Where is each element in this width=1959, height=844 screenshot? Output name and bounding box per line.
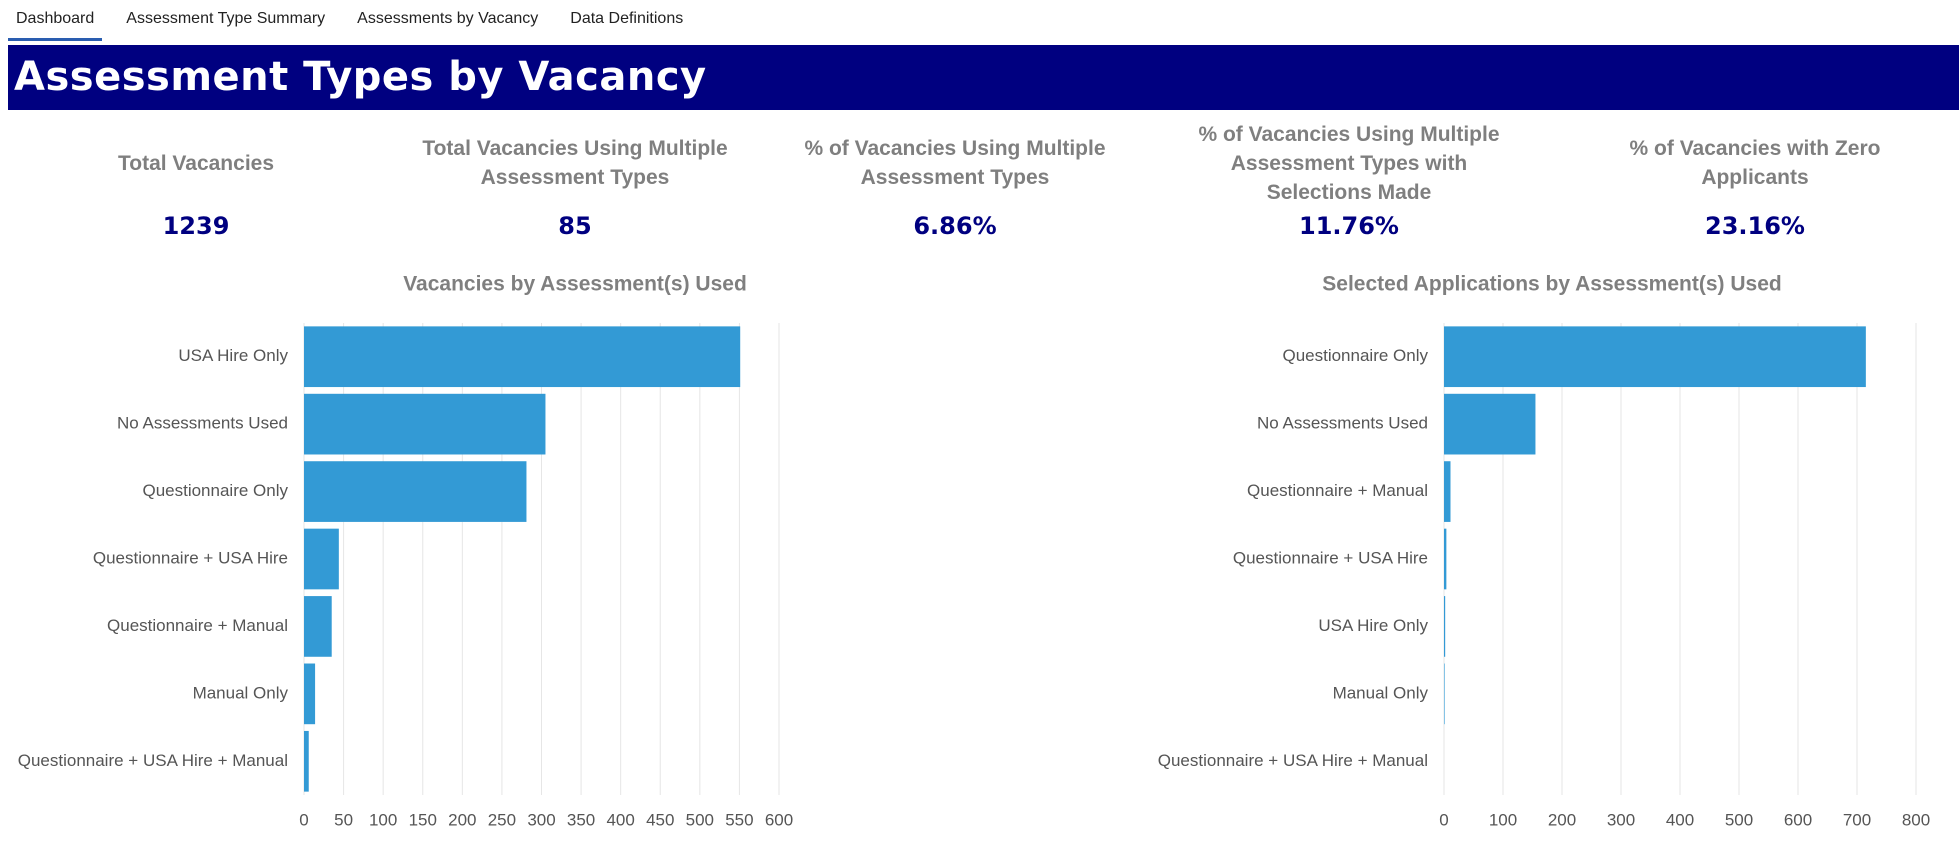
y-tick-label: Manual Only xyxy=(1333,683,1429,702)
bar xyxy=(1444,326,1866,388)
bar xyxy=(304,461,527,522)
x-tick-label: 100 xyxy=(369,810,397,829)
y-tick-label: Questionnaire + USA Hire + Manual xyxy=(1158,751,1428,770)
y-tick-label: Questionnaire + USA Hire xyxy=(93,548,288,567)
bar xyxy=(1444,596,1446,657)
kpi-label: % of Vacancies Using Multiple Assessment… xyxy=(1198,122,1500,204)
bar xyxy=(304,393,546,455)
x-tick-label: 250 xyxy=(488,810,516,829)
y-tick-label: Manual Only xyxy=(193,683,289,702)
y-tick-label: Questionnaire + USA Hire + Manual xyxy=(18,751,288,770)
x-tick-label: 600 xyxy=(1784,810,1812,829)
kpi-card: % of Vacancies Using Multiple Assessment… xyxy=(1149,118,1549,241)
y-tick-label: Questionnaire + USA Hire xyxy=(1233,548,1428,567)
x-tick-label: 50 xyxy=(334,810,353,829)
x-tick-label: 300 xyxy=(1607,810,1635,829)
x-tick-label: 0 xyxy=(299,810,308,829)
x-tick-label: 700 xyxy=(1843,810,1871,829)
x-tick-label: 150 xyxy=(409,810,437,829)
kpi-card: Total Vacancies Using Multiple Assessmen… xyxy=(375,118,775,240)
bar xyxy=(1444,663,1445,725)
y-tick-label: Questionnaire Only xyxy=(1282,346,1428,365)
x-tick-label: 350 xyxy=(567,810,595,829)
bar xyxy=(1444,528,1447,590)
x-tick-label: 200 xyxy=(448,810,476,829)
tab[interactable]: Assessment Type Summary xyxy=(126,10,326,27)
bar xyxy=(1444,393,1536,455)
x-tick-label: 200 xyxy=(1548,810,1576,829)
tab[interactable]: Data Definitions xyxy=(570,10,684,27)
x-tick-label: 400 xyxy=(1666,810,1694,829)
x-tick-label: 100 xyxy=(1489,810,1517,829)
kpi-label: Total Vacancies xyxy=(117,151,275,175)
bar xyxy=(304,596,332,657)
kpi-value: 11.76% xyxy=(1299,212,1399,240)
kpi-card: % of Vacancies with Zero Applicants 23.16… xyxy=(1555,118,1955,240)
x-tick-label: 500 xyxy=(1725,810,1753,829)
kpi-card: Total Vacancies 1239 xyxy=(0,118,396,241)
bar xyxy=(304,528,339,590)
y-tick-label: No Assessments Used xyxy=(117,414,288,433)
x-tick-label: 500 xyxy=(686,810,714,829)
y-tick-label: Questionnaire + Manual xyxy=(1247,481,1428,500)
chart-title: Selected Applications by Assessment(s) U… xyxy=(1322,273,1781,296)
y-tick-label: Questionnaire + Manual xyxy=(107,616,288,635)
kpi-label: Total Vacancies Using Multiple Assessmen… xyxy=(422,137,728,189)
bar xyxy=(304,663,316,725)
y-tick-label: USA Hire Only xyxy=(178,346,288,365)
bar xyxy=(304,730,309,792)
x-tick-label: 550 xyxy=(725,810,753,829)
x-tick-label: 800 xyxy=(1902,810,1930,829)
x-tick-label: 0 xyxy=(1439,810,1448,829)
kpi-value: 85 xyxy=(558,212,592,240)
x-tick-label: 400 xyxy=(606,810,634,829)
x-tick-label: 450 xyxy=(646,810,674,829)
tab[interactable]: Dashboard xyxy=(8,6,103,41)
x-tick-label: 600 xyxy=(765,810,793,829)
kpi-value: 23.16% xyxy=(1705,212,1805,240)
x-tick-label: 300 xyxy=(527,810,555,829)
y-tick-label: USA Hire Only xyxy=(1318,616,1428,635)
kpi-label: % of Vacancies Using Multiple Assessment… xyxy=(804,137,1106,189)
kpi-card: % of Vacancies Using Multiple Assessment… xyxy=(755,118,1155,240)
page-title: Assessment Types by Vacancy xyxy=(14,54,707,100)
y-tick-label: Questionnaire Only xyxy=(142,481,288,500)
y-tick-label: No Assessments Used xyxy=(1257,414,1428,433)
tab-bar: Dashboard Assessment Type Summary Assessme… xyxy=(8,6,707,41)
bar xyxy=(1444,461,1451,522)
kpi-label: % of Vacancies with Zero Applicants xyxy=(1629,137,1881,189)
bar xyxy=(304,326,741,388)
header: Assessment Types by Vacancy xyxy=(8,45,1959,110)
tab[interactable]: Assessments by Vacancy xyxy=(357,10,539,27)
kpi-value: 6.86% xyxy=(913,212,997,240)
kpi-value: 1239 xyxy=(162,212,230,240)
chart-title: Vacancies by Assessment(s) Used xyxy=(403,273,747,296)
